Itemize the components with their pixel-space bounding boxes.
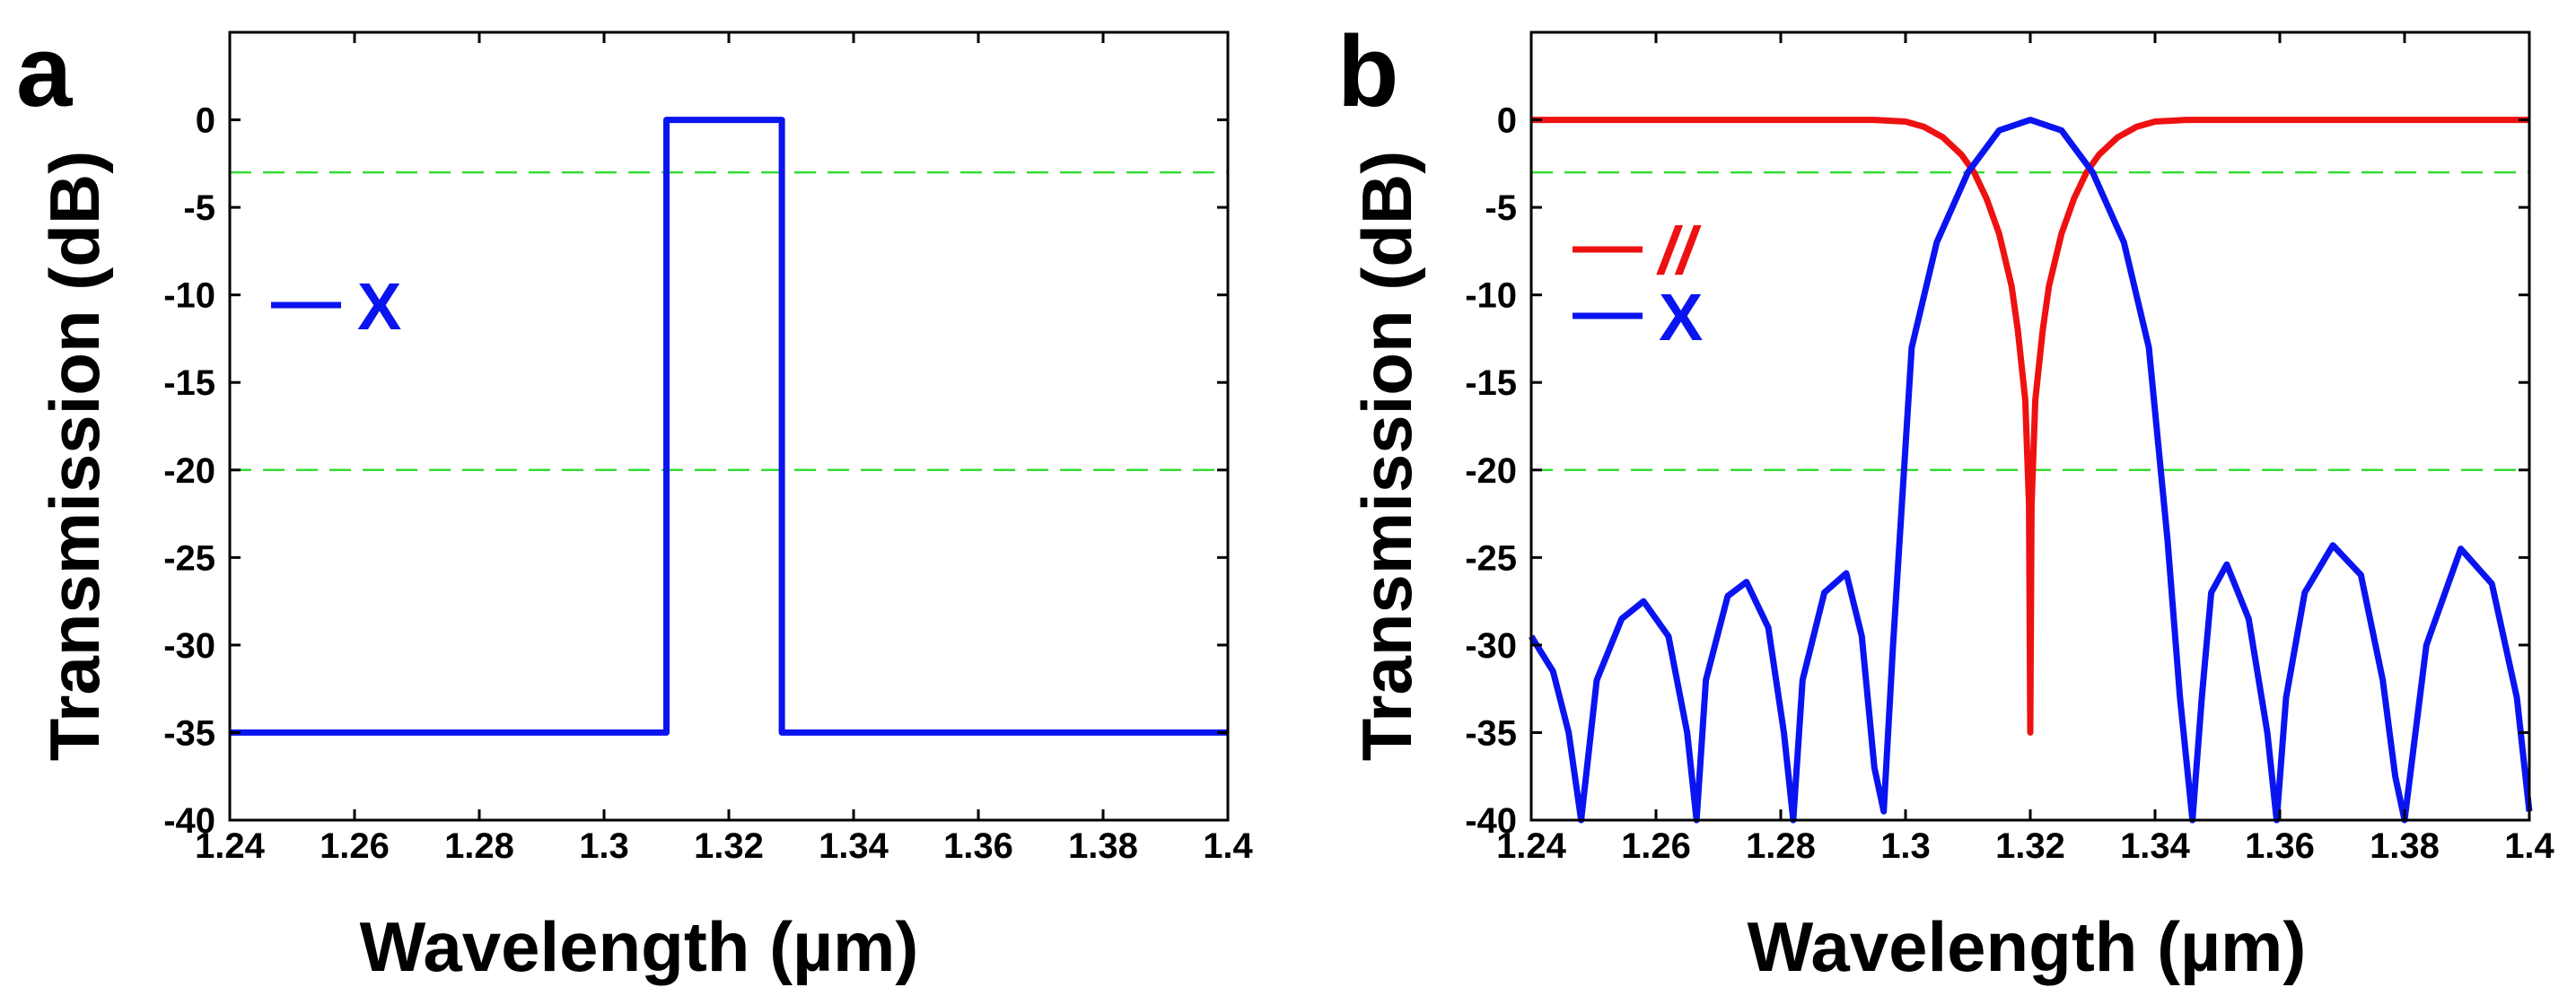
y-tick-label: -25 [1465,538,1517,578]
y-tick-label: -35 [163,713,215,753]
x-axis-label-a: Wavelength (µm) [360,907,919,986]
y-tick-label: 0 [1497,101,1517,141]
plot-area-b: 1.24 1.26 1.28 1.3 1.32 1.34 1.36 1.38 1.4 0 -5 -10… [1465,31,2555,866]
chart-panel-a: a 1.24 1.26 1.28 1.3 1.32 1.34 1.36 1.38 1.4 0 -5 -… [16,15,1254,986]
x-tick-label: 1.36 [943,826,1013,866]
y-tick-label: 0 [196,101,215,141]
axes-frame [228,31,1230,822]
y-tick-label: -15 [1465,363,1517,403]
plot-area-a: 1.24 1.26 1.28 1.3 1.32 1.34 1.36 1.38 1.4 0 -5 -10… [163,31,1254,866]
y-tick-label: -20 [163,451,215,491]
x-axis-label-b: Wavelength (µm) [1748,907,2307,986]
x-tick-label: 1.34 [2120,826,2191,866]
x-tick-label: 1.38 [2370,826,2440,866]
y-tick-label: -30 [1465,626,1517,666]
y-tick-label: -10 [1465,276,1517,316]
x-tick-label: 1.28 [1746,826,1816,866]
legend-label: X [1659,280,1703,354]
x-tick-label: 1.4 [2504,826,2554,866]
series-line-x [1529,117,2533,824]
panel-label-a: a [16,15,73,127]
y-tick-label: -25 [163,538,215,578]
chart-panel-b: b 1.24 1.26 1.28 1.3 1.32 1.34 1.36 1.38 1.4 0 -5 -… [1337,15,2555,986]
x-tick-label: 1.3 [579,826,629,866]
y-tick-label: -5 [1485,188,1517,228]
y-tick-label: -40 [163,801,215,841]
y-tick-label: -5 [183,188,215,228]
x-tick-label: 1.32 [1995,826,2065,866]
y-tick-label: -20 [1465,451,1517,491]
panel-label-b: b [1337,15,1398,127]
x-tick-label: 1.3 [1880,826,1931,866]
y-tick-label: -40 [1465,801,1517,841]
x-tick-label: 1.28 [444,826,514,866]
y-tick-label: -30 [163,626,215,666]
y-axis-label-a: Transmission (dB) [35,151,114,761]
legend-label: // [1656,214,1703,288]
y-tick-label: -15 [163,363,215,403]
series-line-parallel [1531,117,2529,736]
x-tick-label: 1.34 [819,826,889,866]
x-tick-label: 1.36 [2245,826,2315,866]
y-axis-label-b: Transmission (dB) [1347,151,1426,761]
y-tick-label: -35 [1465,713,1517,753]
x-tick-label: 1.32 [694,826,764,866]
x-tick-label: 1.26 [1621,826,1691,866]
x-tick-label: 1.4 [1203,826,1253,866]
x-tick-label: 1.24 [195,826,266,866]
x-tick-label: 1.24 [1496,826,1567,866]
series-line-x [230,117,1228,736]
legend-label: X [357,269,401,344]
x-tick-label: 1.38 [1068,826,1138,866]
x-tick-label: 1.26 [320,826,390,866]
y-tick-label: -10 [163,276,215,316]
